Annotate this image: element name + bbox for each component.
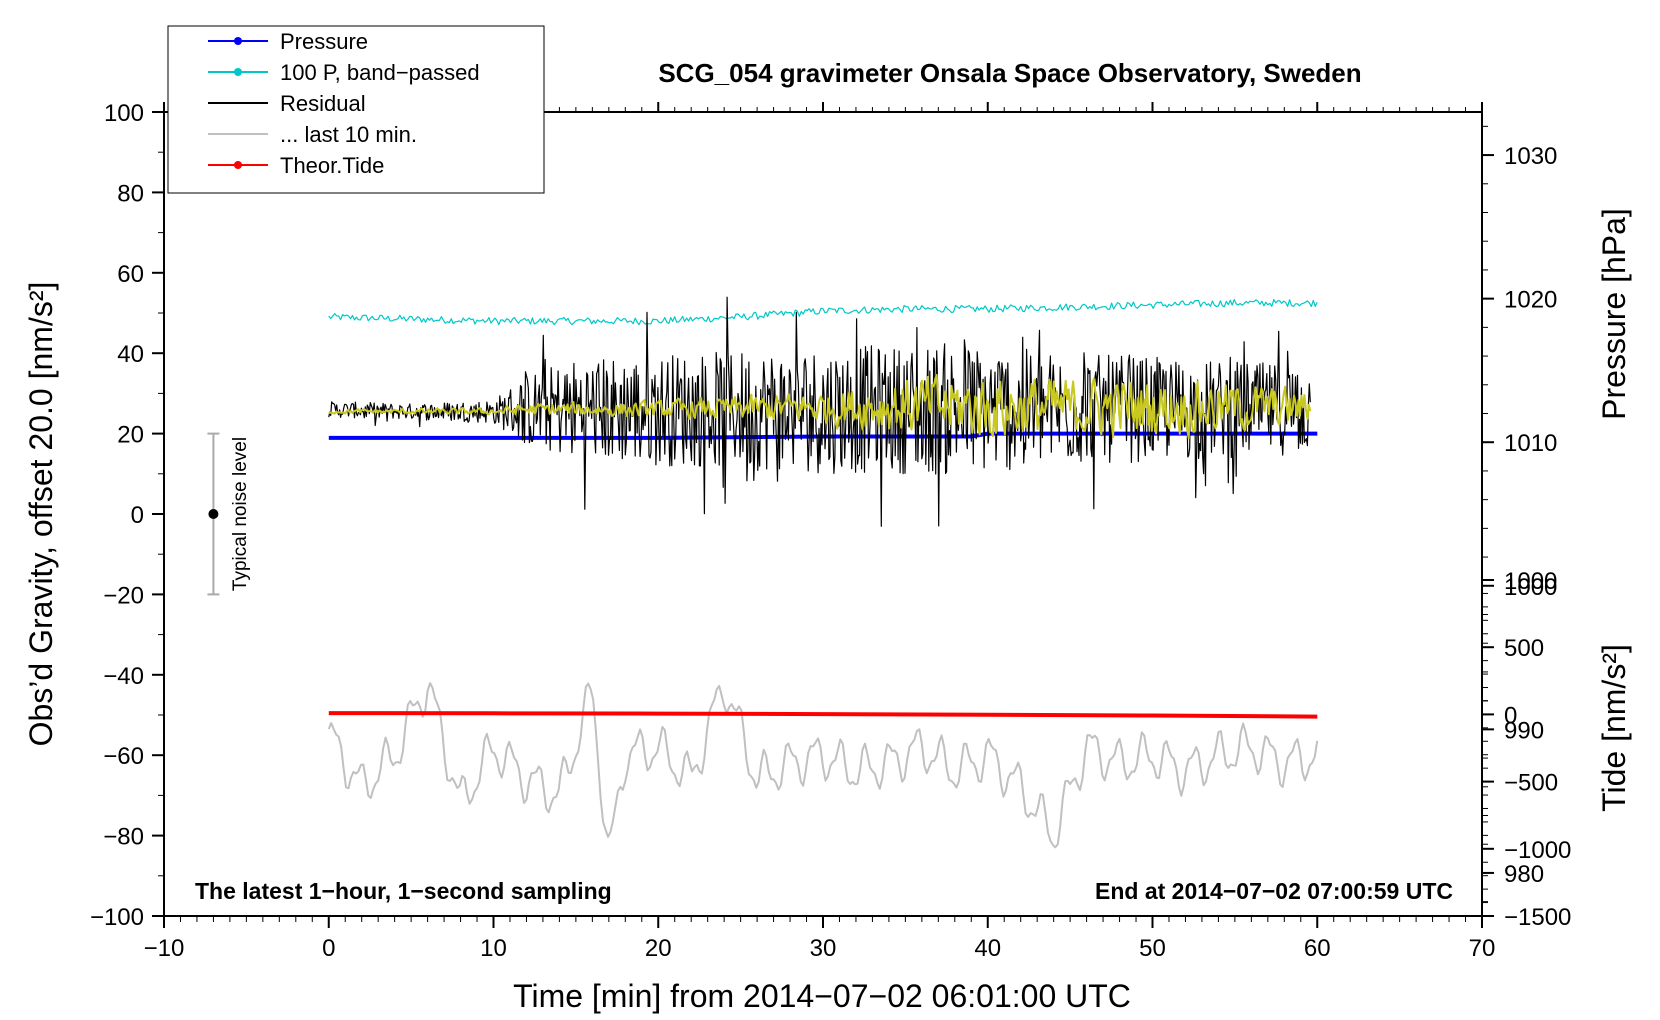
y-tick-label: 100 bbox=[104, 100, 144, 127]
x-tick-label: 50 bbox=[1139, 935, 1166, 962]
legend-label: 100 P, band−passed bbox=[280, 60, 480, 85]
y-axis-title-pressure: Pressure [hPa] bbox=[1596, 208, 1632, 420]
y-tick-label: −60 bbox=[103, 743, 144, 770]
y-tick-label: −100 bbox=[90, 904, 144, 931]
x-axis-title: Time [min] from 2014−07−02 06:01:00 UTC bbox=[513, 978, 1131, 1014]
x-tick-label: 10 bbox=[480, 935, 507, 962]
x-tick-label: 60 bbox=[1304, 935, 1331, 962]
legend-label: ... last 10 min. bbox=[280, 122, 417, 147]
series-layer bbox=[327, 296, 1319, 849]
noise-center-dot bbox=[208, 509, 219, 519]
series-line--last-10-min- bbox=[327, 682, 1319, 849]
legend: Pressure 100 P, band−passed Residual ... la… bbox=[167, 25, 545, 194]
series-line-residual bbox=[328, 296, 1311, 527]
tide-tick-label: 1000 bbox=[1504, 568, 1557, 595]
y-axis-tide: 1000 500 0 −500 −1000 −1500 bbox=[1482, 568, 1571, 931]
pressure-tick-label: 1020 bbox=[1504, 287, 1557, 314]
series-line-100-p-band-passed bbox=[328, 299, 1318, 326]
y-tick-label: −40 bbox=[103, 663, 144, 690]
noise-level-indicator bbox=[207, 432, 220, 596]
legend-label: Theor.Tide bbox=[280, 153, 384, 178]
y-axis-title-gravity: Obs’d Gravity, offset 20.0 [nm/s²] bbox=[23, 282, 59, 747]
y-tick-label: 20 bbox=[117, 422, 144, 449]
x-axis: −10 0 10 20 30 40 50 60 70 bbox=[144, 102, 1496, 962]
pressure-tick-label: 990 bbox=[1504, 717, 1544, 744]
legend-label: Residual bbox=[280, 91, 366, 116]
pressure-tick-label: 1010 bbox=[1504, 430, 1557, 457]
y-tick-label: 40 bbox=[117, 341, 144, 368]
series-line-pressure bbox=[328, 431, 1318, 440]
pressure-tick-label: 1030 bbox=[1504, 143, 1557, 170]
y-axis-title-tide: Tide [nm/s²] bbox=[1596, 644, 1632, 812]
x-tick-label: 70 bbox=[1469, 935, 1496, 962]
chart-title: SCG_054 gravimeter Onsala Space Observat… bbox=[658, 58, 1361, 88]
legend-marker bbox=[234, 68, 242, 76]
tide-tick-label: −1500 bbox=[1504, 904, 1571, 931]
y-tick-label: 60 bbox=[117, 261, 144, 288]
annotation-end-time: End at 2014−07−02 07:00:59 UTC bbox=[1095, 878, 1453, 904]
tide-tick-label: 500 bbox=[1504, 635, 1544, 662]
y-tick-label: 0 bbox=[131, 502, 144, 529]
legend-label: Pressure bbox=[280, 29, 368, 54]
x-tick-label: 40 bbox=[974, 935, 1001, 962]
y-axis-pressure: 1030 1020 1010 1000 990 980 bbox=[1482, 125, 1557, 903]
tide-tick-label: −500 bbox=[1504, 770, 1558, 797]
tide-tick-label: −1000 bbox=[1504, 837, 1571, 864]
legend-marker bbox=[234, 37, 242, 45]
y-tick-label: −20 bbox=[103, 582, 144, 609]
pressure-tick-label: 980 bbox=[1504, 861, 1544, 888]
y-axis-gravity: 100 80 60 40 20 0 −20 −40 −60 −80 −100 bbox=[90, 100, 164, 931]
noise-level-label: Typical noise level bbox=[230, 437, 251, 591]
legend-marker bbox=[234, 161, 242, 169]
pressure-tick-label: 1000 bbox=[1504, 574, 1557, 601]
tide-tick-label: 0 bbox=[1504, 702, 1517, 729]
plot-frame bbox=[163, 111, 1483, 917]
x-tick-label: 20 bbox=[645, 935, 672, 962]
x-tick-label: 30 bbox=[810, 935, 837, 962]
series-line-residual-smoothed bbox=[328, 373, 1312, 440]
annotation-sampling: The latest 1−hour, 1−second sampling bbox=[195, 878, 612, 904]
x-tick-label: −10 bbox=[144, 935, 185, 962]
series-line-theor-tide bbox=[328, 711, 1318, 719]
x-tick-label: 0 bbox=[322, 935, 335, 962]
y-tick-label: 80 bbox=[117, 180, 144, 207]
y-tick-label: −80 bbox=[103, 824, 144, 851]
